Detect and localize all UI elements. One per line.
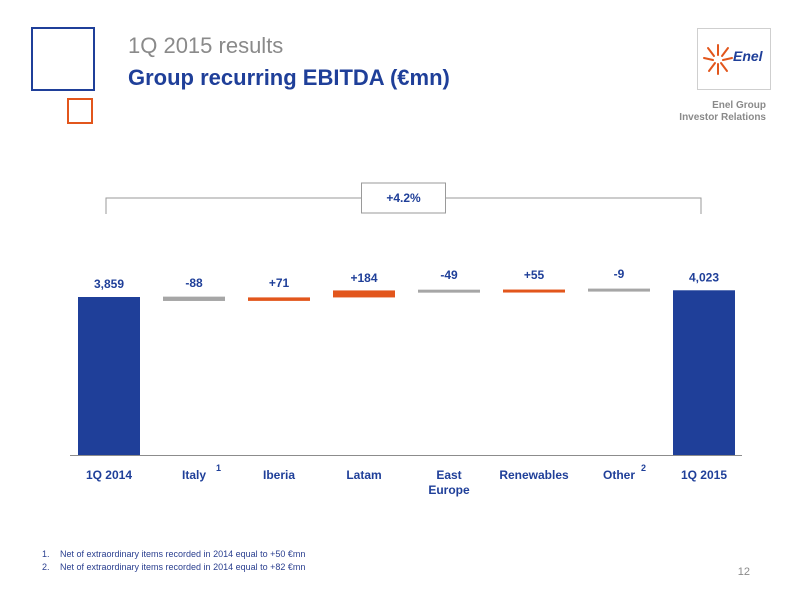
category-label: Italy: [182, 468, 206, 482]
category-superscript: 2: [641, 463, 646, 473]
group-label: Enel Group: [712, 100, 766, 111]
corporate-label: Enel Group Investor Relations: [679, 100, 766, 124]
page-number: 12: [737, 566, 750, 578]
bar-total: [673, 290, 735, 455]
footnote-text: Net of extraordinary items recorded in 2…: [60, 562, 306, 572]
category-label: 1Q 2014: [86, 468, 132, 482]
bar-increase: [503, 289, 565, 293]
bar-decrease: [163, 296, 225, 301]
decorative-square-blue: [31, 27, 95, 91]
change-label-box: [361, 182, 446, 214]
enel-logo: Enel: [697, 28, 771, 90]
footnote-text: Net of extraordinary items recorded in 2…: [60, 549, 306, 559]
bar-total: [78, 297, 140, 455]
bar-decrease: [418, 289, 480, 293]
category-superscript: 1: [216, 463, 221, 473]
data-label: -49: [440, 268, 458, 282]
category-label: 1Q 2015: [681, 468, 727, 482]
footnote-2: 2. Net of extraordinary items recorded in…: [42, 562, 305, 572]
data-label: +71: [269, 276, 290, 290]
data-label: -9: [614, 267, 625, 281]
page-subtitle: 1Q 2015 results: [128, 33, 284, 58]
enel-flower-icon: [703, 44, 733, 75]
data-label: 4,023: [689, 270, 719, 284]
footnote-number: 2.: [42, 562, 50, 572]
bar-decrease: [588, 288, 650, 292]
logo-text: Enel: [733, 48, 763, 64]
data-label: +184: [350, 271, 377, 285]
ir-label: Investor Relations: [679, 112, 766, 123]
category-label: East: [436, 468, 461, 482]
footnote-1: 1. Net of extraordinary items recorded in…: [42, 549, 305, 559]
data-label: -88: [185, 276, 203, 290]
bar-increase: [333, 290, 395, 298]
bar-increase: [248, 297, 310, 301]
category-label: Latam: [346, 468, 381, 482]
category-label: Other: [603, 468, 635, 482]
category-label: Iberia: [263, 468, 295, 482]
category-label: Renewables: [499, 468, 569, 482]
data-label: +55: [524, 268, 545, 282]
footnote-number: 1.: [42, 549, 50, 559]
page-title: Group recurring EBITDA (€mn): [128, 65, 450, 90]
data-label: 3,859: [94, 277, 124, 291]
decorative-square-orange: [67, 98, 93, 124]
change-label: +4.2%: [386, 191, 421, 205]
category-label: Europe: [428, 483, 470, 497]
